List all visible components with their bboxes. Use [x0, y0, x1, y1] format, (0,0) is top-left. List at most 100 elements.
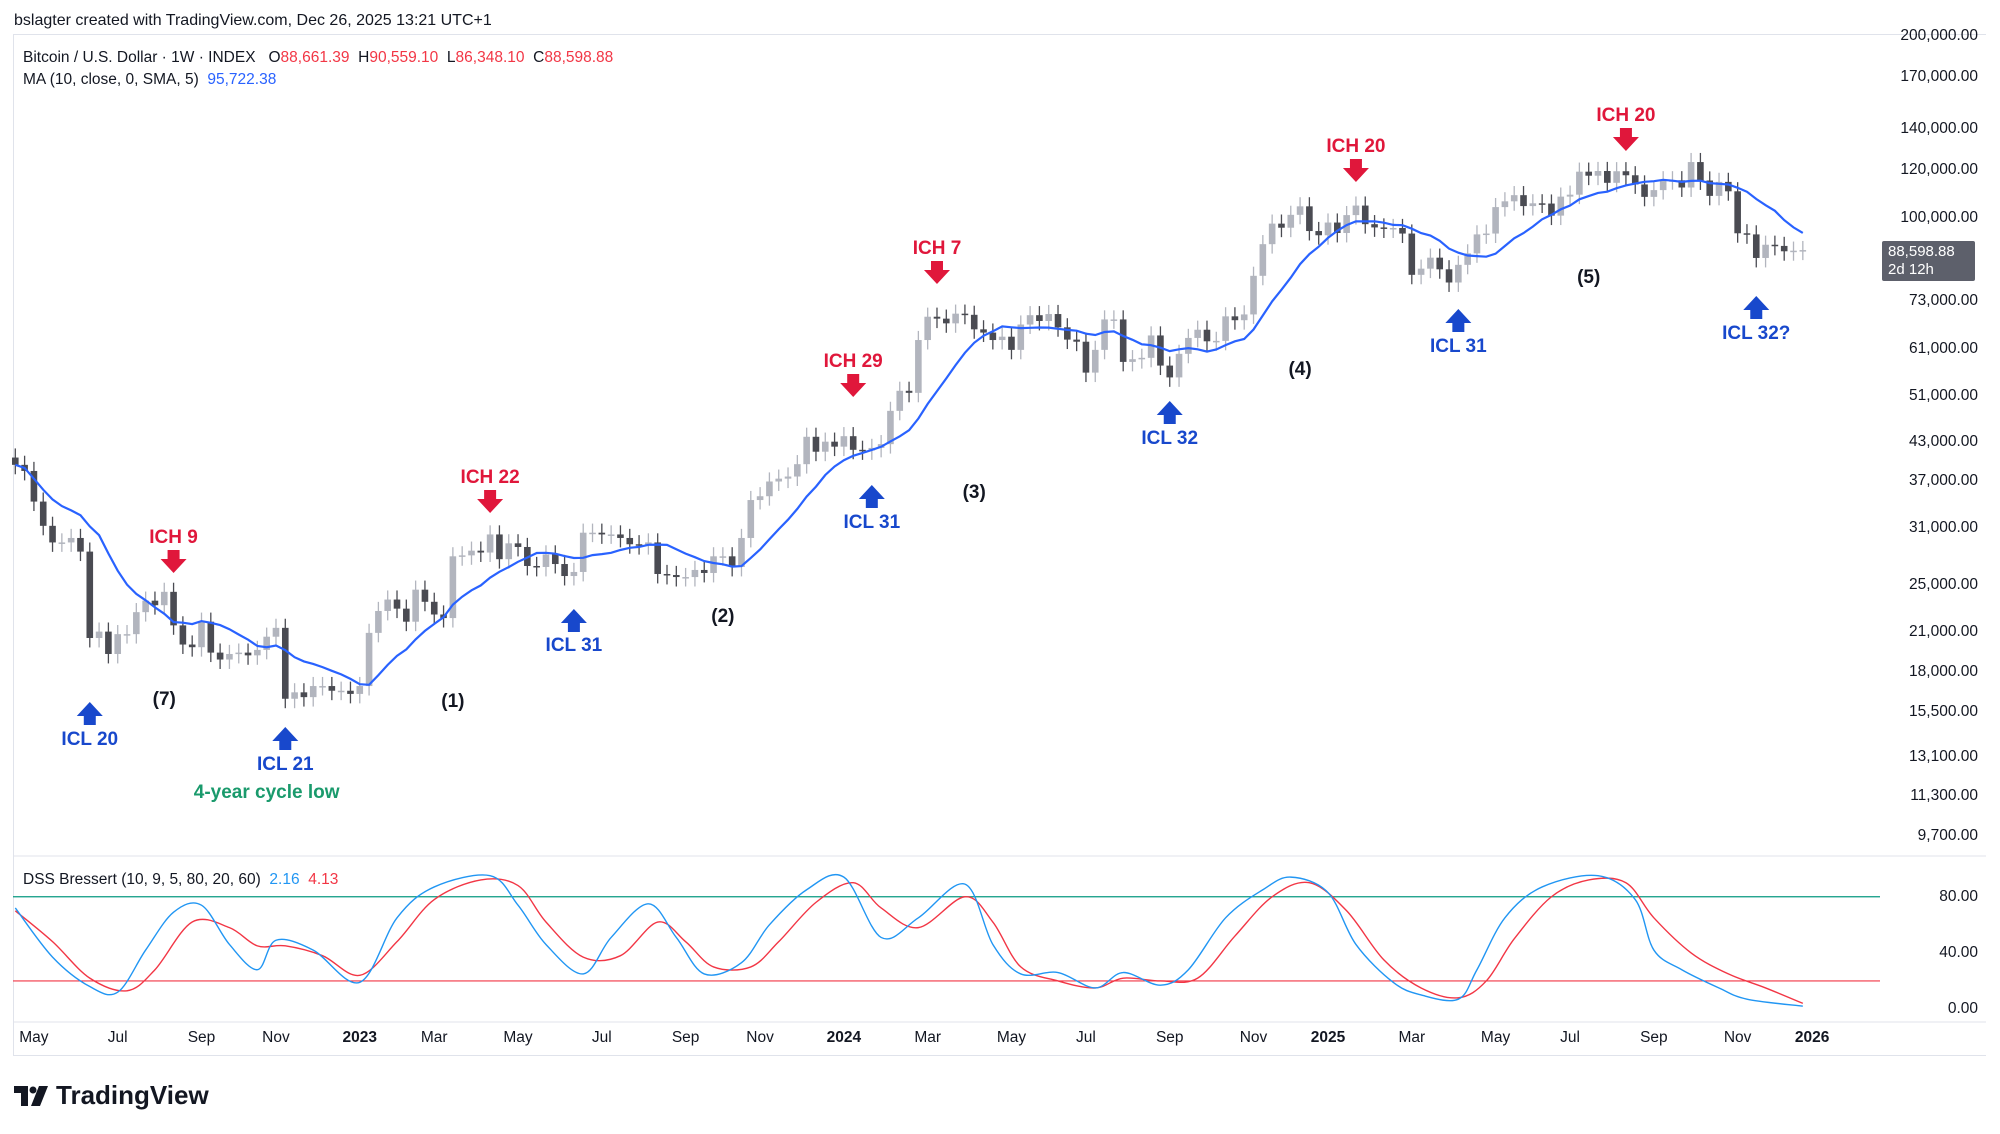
dss-tick-label: 0.00 [1947, 1000, 1978, 1017]
candle-body [1566, 194, 1574, 197]
candle-body [682, 577, 689, 579]
logo-text: TradingView [56, 1080, 209, 1110]
candle-body [375, 610, 382, 633]
candle-body [924, 316, 931, 341]
candle-body [784, 476, 792, 479]
candle-body [1110, 319, 1118, 321]
dss-legend[interactable]: DSS Bressert (10, 9, 5, 80, 20, 60) 2.16… [23, 871, 338, 889]
candle-body [1613, 171, 1620, 183]
candle-body [179, 625, 187, 645]
dss-value-2: 4.13 [308, 871, 339, 888]
candle-body [1445, 269, 1453, 283]
candle-body [1306, 206, 1313, 232]
low-label: L [446, 49, 456, 66]
candle-body [1473, 234, 1481, 254]
candle-body [244, 652, 252, 656]
note-label: 4-year cycle low [193, 782, 340, 803]
down-arrow-icon [840, 374, 867, 397]
candle-body [1129, 359, 1136, 362]
candle-body [775, 478, 783, 482]
candle-body [486, 534, 494, 553]
chart-panel[interactable] [13, 34, 1986, 1056]
candle-body [1185, 337, 1192, 354]
candle-body [1296, 206, 1304, 215]
candle-body [766, 481, 773, 497]
candle-body [1585, 171, 1592, 176]
ich-label: ICH 20 [1326, 136, 1386, 157]
candle-body [49, 525, 56, 543]
candle-body [1576, 171, 1583, 195]
ich-label: ICH 22 [460, 467, 520, 488]
candle-body [579, 532, 587, 572]
candle-body [1101, 319, 1108, 350]
candle-body [142, 600, 149, 613]
dss-tick-label: 80.00 [1939, 887, 1978, 905]
candle-body [1315, 231, 1322, 236]
candle-body [1138, 357, 1146, 360]
candle-body [794, 464, 801, 477]
candle-body [421, 589, 429, 602]
candle-body [1166, 365, 1174, 378]
candle-body [1725, 181, 1732, 192]
high-value: 90,559.10 [369, 49, 439, 66]
time-tick-label: Nov [1723, 1029, 1752, 1046]
candle-body [1650, 190, 1658, 197]
candle-body [943, 318, 950, 324]
candle-body [1268, 223, 1276, 245]
time-tick-label: Mar [1398, 1029, 1426, 1046]
candle-body [980, 329, 987, 333]
candle-body [1008, 336, 1015, 350]
candle-body [1697, 162, 1704, 181]
price-tick-label: 200,000.00 [1900, 27, 1978, 44]
symbol-name[interactable]: Bitcoin / U.S. Dollar · 1W · INDEX [23, 49, 256, 66]
candle-body [468, 550, 475, 556]
candle-body [859, 449, 866, 452]
time-tick-label: Sep [671, 1029, 700, 1046]
tradingview-logo[interactable]: TradingView [14, 1080, 209, 1111]
candle-body [803, 436, 810, 465]
candle-body [533, 565, 540, 568]
candle-body [114, 634, 122, 654]
candle-body [105, 631, 112, 654]
candle-body [821, 441, 829, 452]
up-arrow-icon [560, 609, 587, 632]
candle-body [1604, 171, 1611, 183]
time-tick-label: 2024 [826, 1029, 862, 1046]
cycle-label: (5) [1577, 267, 1601, 288]
time-tick-label: Sep [187, 1029, 216, 1046]
candle-body [1771, 244, 1779, 247]
icl-label: ICL 32? [1722, 323, 1791, 344]
candle-body [1399, 227, 1406, 234]
candle-body [235, 652, 243, 655]
ma-legend[interactable]: MA (10, close, 0, SMA, 5) 95,722.38 [23, 71, 276, 89]
candle-body [1501, 201, 1509, 208]
ma-label: MA (10, close, 0, SMA, 5) [23, 71, 199, 88]
price-tick-label: 120,000.00 [1900, 160, 1978, 178]
cycle-label: (3) [962, 482, 986, 503]
candle-body [1026, 315, 1034, 325]
down-arrow-icon [1612, 128, 1639, 151]
candle-body [1659, 180, 1667, 191]
candle-body [347, 690, 354, 694]
candle-body [1762, 244, 1769, 258]
candle-body [1715, 181, 1723, 196]
dss-label: DSS Bressert (10, 9, 5, 80, 20, 60) [23, 871, 261, 888]
candle-body [1371, 224, 1378, 228]
price-tick-label: 61,000.00 [1909, 339, 1978, 357]
time-tick-label: May [19, 1029, 49, 1046]
ich-label: ICH 29 [823, 351, 883, 372]
candle-body [1203, 329, 1211, 342]
candle-body [551, 554, 559, 565]
candle-body [840, 436, 848, 447]
candle-body [1157, 335, 1164, 366]
candle-body [1594, 171, 1602, 176]
price-tick-label: 37,000.00 [1909, 472, 1978, 490]
candle-body [970, 314, 978, 330]
candle-body [170, 591, 177, 626]
candle-body [198, 621, 205, 648]
ma-line [14, 178, 1804, 686]
candle-body [1091, 349, 1099, 373]
candle-body [496, 534, 503, 560]
time-tick-label: 2026 [1794, 1029, 1830, 1046]
